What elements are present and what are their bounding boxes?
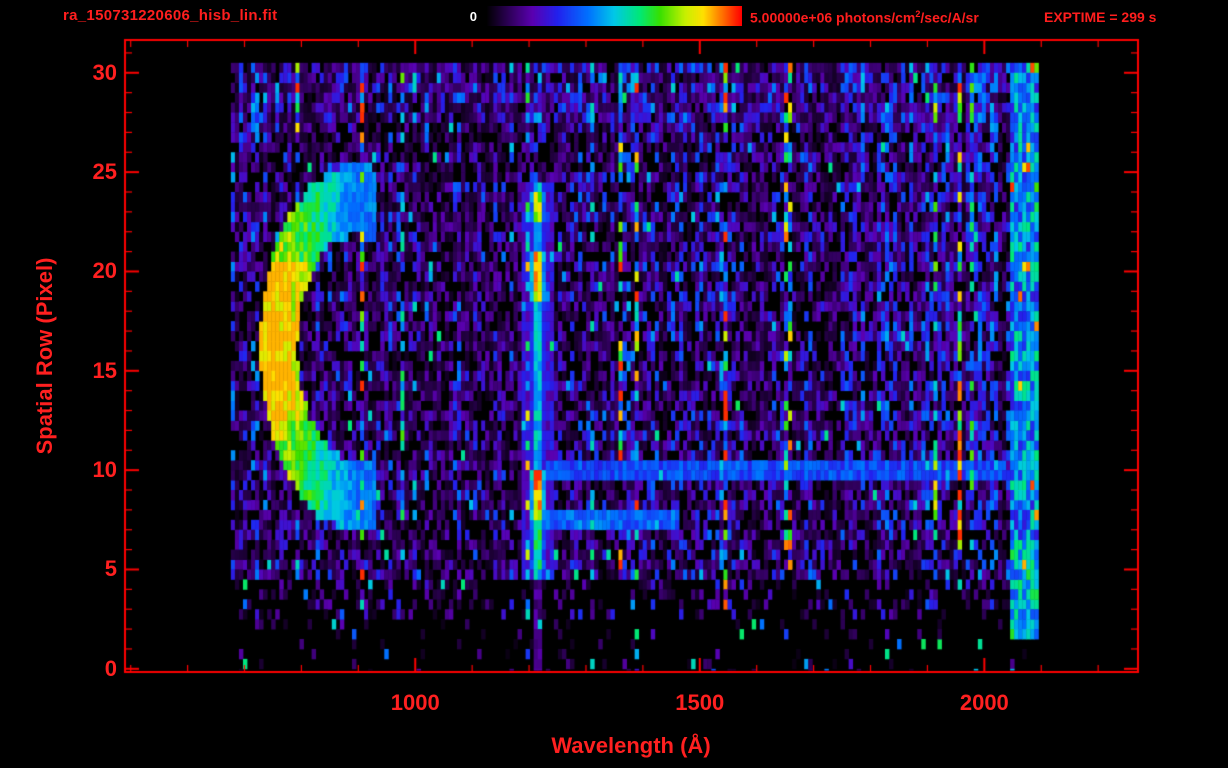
y-axis-title: Spatial Row (Pixel) — [32, 257, 57, 455]
y-tick-label-2: 10 — [92, 457, 117, 483]
colorbar-min-label: 0 — [469, 9, 477, 24]
colorbar-max-superscript: 2 — [915, 9, 921, 19]
y-tick-label-1: 5 — [104, 556, 117, 582]
colorbar — [486, 6, 742, 26]
colorbar-max-units: /sec/A/sr — [920, 9, 979, 26]
y-tick-label-3: 15 — [92, 357, 117, 383]
colorbar-max-label: 5.00000e+06 photons/cm2/sec/A/sr — [750, 9, 979, 26]
x-axis-title: Wavelength (Å) — [551, 733, 711, 758]
y-tick-label-0: 0 — [104, 655, 117, 681]
x-tick-label-1: 1500 — [675, 690, 725, 715]
y-tick-label-6: 30 — [92, 59, 117, 85]
exptime-label: EXPTIME = 299 s — [1044, 9, 1157, 25]
filename-title: ra_150731220606_hisb_lin.fit — [63, 7, 278, 24]
x-tick-label-0: 1000 — [390, 690, 440, 715]
y-tick-label-5: 25 — [92, 159, 117, 185]
y-tick-label-4: 20 — [92, 258, 117, 284]
x-tick-label-2: 2000 — [959, 690, 1009, 715]
colorbar-max-value: 5.00000e+06 photons/cm — [750, 9, 916, 26]
